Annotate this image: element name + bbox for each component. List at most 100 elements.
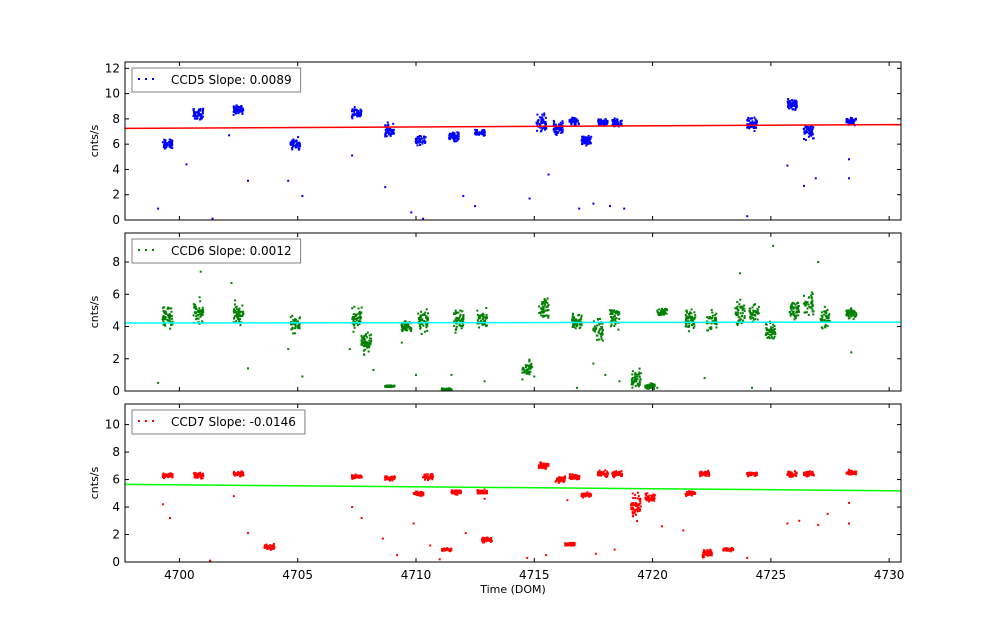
- data-point: [368, 334, 371, 337]
- data-point: [573, 121, 576, 124]
- data-point: [749, 311, 752, 314]
- data-point: [453, 140, 456, 143]
- data-point: [368, 346, 371, 349]
- data-point: [356, 316, 359, 319]
- data-point: [600, 474, 603, 477]
- data-point: [291, 146, 294, 149]
- data-point: [194, 476, 197, 479]
- data-point: [409, 328, 412, 331]
- data-point: [386, 385, 389, 388]
- data-point: [710, 550, 713, 553]
- data-point: [287, 348, 290, 351]
- data-point: [711, 311, 714, 314]
- data-point: [606, 471, 609, 474]
- data-point: [232, 113, 235, 116]
- data-point: [372, 369, 375, 371]
- data-point: [193, 112, 196, 115]
- data-point: [805, 131, 808, 134]
- data-point: [571, 116, 574, 119]
- y-tick-label: 4: [112, 162, 120, 176]
- data-point: [597, 338, 600, 341]
- data-point: [574, 327, 577, 330]
- data-point: [247, 179, 249, 182]
- data-point: [639, 502, 642, 505]
- data-point: [729, 550, 732, 553]
- data-point: [573, 316, 575, 319]
- data-point: [418, 492, 421, 495]
- data-point: [263, 546, 266, 549]
- data-point: [482, 540, 485, 543]
- data-point: [853, 472, 856, 475]
- data-point: [427, 312, 430, 315]
- data-point: [448, 138, 451, 141]
- data-point: [558, 129, 561, 132]
- data-point: [400, 341, 403, 344]
- data-point: [528, 366, 531, 369]
- data-point: [449, 132, 452, 135]
- data-point: [772, 329, 775, 331]
- data-point: [169, 327, 172, 330]
- data-point: [561, 131, 564, 134]
- data-point: [752, 304, 755, 307]
- data-point: [572, 542, 575, 544]
- data-point: [363, 338, 366, 341]
- data-point: [234, 303, 236, 306]
- data-point: [360, 476, 363, 479]
- data-point: [427, 478, 430, 481]
- data-point: [746, 119, 749, 122]
- data-point: [708, 326, 711, 329]
- data-point: [748, 127, 751, 130]
- data-point: [638, 381, 641, 384]
- data-point: [233, 311, 236, 314]
- data-point: [296, 320, 299, 323]
- data-point: [805, 311, 808, 314]
- legend-marker: [138, 249, 140, 251]
- data-point: [289, 142, 292, 145]
- data-point: [444, 548, 447, 551]
- data-point: [293, 319, 296, 322]
- data-point: [360, 343, 363, 346]
- data-point: [602, 329, 604, 332]
- data-point: [639, 500, 642, 503]
- data-point: [772, 244, 775, 247]
- data-point: [583, 137, 586, 140]
- data-point: [459, 490, 462, 493]
- data-point: [795, 472, 798, 475]
- data-point: [169, 139, 172, 141]
- data-point: [454, 490, 457, 493]
- data-point: [536, 129, 539, 132]
- data-point: [704, 470, 707, 473]
- data-point: [617, 474, 620, 477]
- data-point: [847, 473, 850, 475]
- data-point: [805, 301, 808, 304]
- data-point: [167, 306, 170, 309]
- data-point: [633, 503, 636, 506]
- data-point: [426, 475, 429, 478]
- data-point: [598, 474, 601, 477]
- data-point: [559, 121, 562, 124]
- data-point: [477, 314, 480, 317]
- data-point: [462, 318, 465, 320]
- data-point: [795, 314, 798, 317]
- data-point: [385, 126, 388, 129]
- data-point: [450, 548, 453, 551]
- data-point: [419, 327, 422, 330]
- data-point: [694, 316, 697, 319]
- data-point: [823, 305, 826, 308]
- data-point: [348, 348, 351, 351]
- data-point: [485, 307, 488, 309]
- data-point: [407, 325, 410, 328]
- data-point: [197, 475, 200, 478]
- y-tick-label: 6: [112, 287, 120, 301]
- data-point: [576, 322, 579, 325]
- data-point: [753, 130, 756, 133]
- data-point: [811, 470, 814, 473]
- data-point: [652, 387, 655, 390]
- data-point: [584, 142, 587, 145]
- y-tick-label: 2: [112, 528, 120, 542]
- data-point: [353, 106, 356, 109]
- data-point: [658, 308, 661, 311]
- data-point: [541, 113, 544, 116]
- data-point: [598, 329, 601, 332]
- data-point: [698, 471, 701, 474]
